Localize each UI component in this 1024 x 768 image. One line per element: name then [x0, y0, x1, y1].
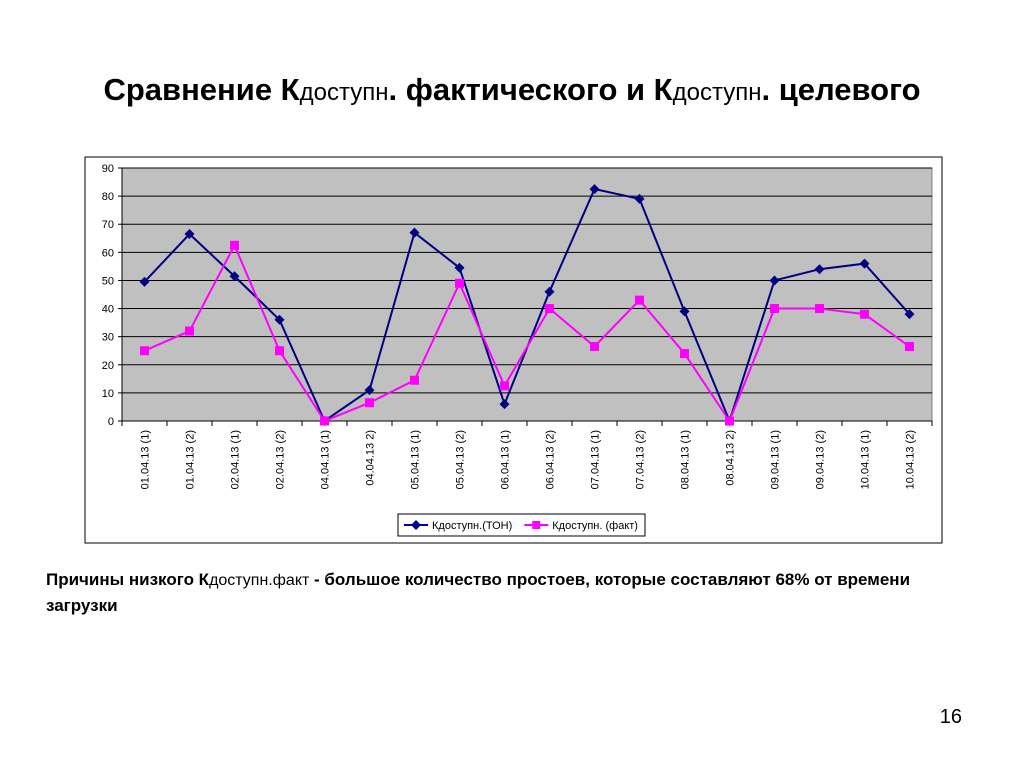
x-tick-label: 04.04.13 2) [365, 430, 377, 486]
title-subscript-2: доступн [672, 79, 762, 106]
legend-marker [532, 521, 541, 529]
x-tick-label: 07.04.13 (2) [635, 430, 647, 489]
data-point [905, 342, 914, 352]
x-tick-label: 08.04.13 2) [725, 430, 737, 486]
data-point [634, 193, 645, 204]
data-point [274, 314, 285, 325]
data-point [409, 227, 420, 238]
y-tick-label: 0 [108, 416, 114, 428]
data-point [815, 304, 824, 314]
data-point [544, 286, 555, 297]
data-point [635, 295, 644, 305]
data-point [185, 326, 194, 336]
legend-item: Кдоступн. (факт) [524, 520, 638, 532]
note-subscript: доступн.факт [209, 572, 310, 589]
y-tick-label: 90 [102, 163, 114, 175]
data-point [589, 184, 600, 195]
data-point [860, 309, 869, 319]
title-part-2: . фактического и К [388, 72, 673, 107]
x-tick-label: 08.04.13 (1) [680, 430, 692, 489]
note-part-1: Причины низкого К [46, 570, 210, 589]
chart-frame [84, 156, 943, 544]
legend: Кдоступн.(ТОН) Кдоступн. (факт) [397, 513, 646, 537]
data-point [320, 416, 329, 426]
x-tick-label: 06.04.13 (2) [545, 430, 557, 489]
data-point [679, 306, 690, 317]
x-tick-label: 01.04.13 (1) [140, 430, 152, 489]
data-point [814, 264, 825, 275]
title-part-3: . целевого [761, 72, 921, 107]
data-point [725, 416, 734, 426]
x-tick-label: 09.04.13 (2) [815, 430, 827, 489]
data-point [275, 346, 284, 356]
title-subscript-1: доступн [299, 79, 389, 106]
line-chart: 0 10 20 30 40 50 60 70 80 90 01.04.13 (1) 01.04.13 … [84, 156, 943, 544]
data-point [545, 304, 554, 314]
data-point [770, 304, 779, 314]
x-tick-label: 10.04.13 (2) [905, 430, 917, 489]
y-tick-label: 50 [102, 275, 114, 287]
x-tick-label: 02.04.13 (1) [230, 430, 242, 489]
data-point [410, 375, 419, 385]
y-tick-label: 20 [102, 360, 114, 372]
data-point [680, 349, 689, 359]
note-part-2: - большое количество простоев, которые с… [46, 570, 911, 615]
y-tick-label: 60 [102, 247, 114, 259]
data-point [499, 399, 510, 410]
series-line-2 [144, 242, 911, 424]
data-point [140, 346, 149, 356]
x-tick-label: 02.04.13 (2) [275, 430, 287, 489]
x-tick-label: 01.04.13 (2) [185, 430, 197, 489]
data-point [229, 271, 240, 282]
legend-label: Кдоступн.(ТОН) [432, 520, 512, 532]
y-tick-label: 80 [102, 191, 114, 203]
x-tick-label: 10.04.13 (1) [860, 430, 872, 489]
x-tick-label: 07.04.13 (1) [590, 430, 602, 489]
data-point [184, 229, 195, 240]
data-point [365, 398, 374, 408]
reason-note: Причины низкого Кдоступн.факт - большое … [46, 567, 986, 619]
y-tick-label: 30 [102, 332, 114, 344]
x-tick-label: 04.04.13 (1) [320, 430, 332, 489]
data-point [590, 342, 599, 352]
x-tick-label: 09.04.13 (1) [770, 430, 782, 489]
data-point [230, 240, 239, 250]
legend-marker [411, 520, 421, 530]
y-tick-label: 70 [102, 219, 114, 231]
data-point [364, 385, 375, 396]
data-point [500, 381, 509, 391]
legend-label: Кдоступн. (факт) [552, 520, 638, 532]
page-number: 16 [939, 706, 962, 728]
slide-title: Сравнение Кдоступн. фактического и Кдост… [0, 72, 1024, 108]
data-point [454, 262, 465, 273]
y-tick-label: 10 [102, 388, 114, 400]
data-point [859, 258, 870, 269]
data-point [139, 276, 150, 287]
title-part-1: Сравнение К [103, 72, 300, 107]
data-point [455, 278, 464, 288]
data-point [904, 309, 915, 320]
legend-item: Кдоступн.(ТОН) [404, 520, 512, 532]
x-tick-label: 05.04.13 (2) [455, 430, 467, 489]
data-point [769, 275, 780, 286]
x-tick-label: 06.04.13 (1) [500, 430, 512, 489]
legend-box [397, 513, 646, 537]
plot-area [121, 167, 933, 422]
x-tick-label: 05.04.13 (1) [410, 430, 422, 489]
y-tick-label: 40 [102, 304, 114, 316]
